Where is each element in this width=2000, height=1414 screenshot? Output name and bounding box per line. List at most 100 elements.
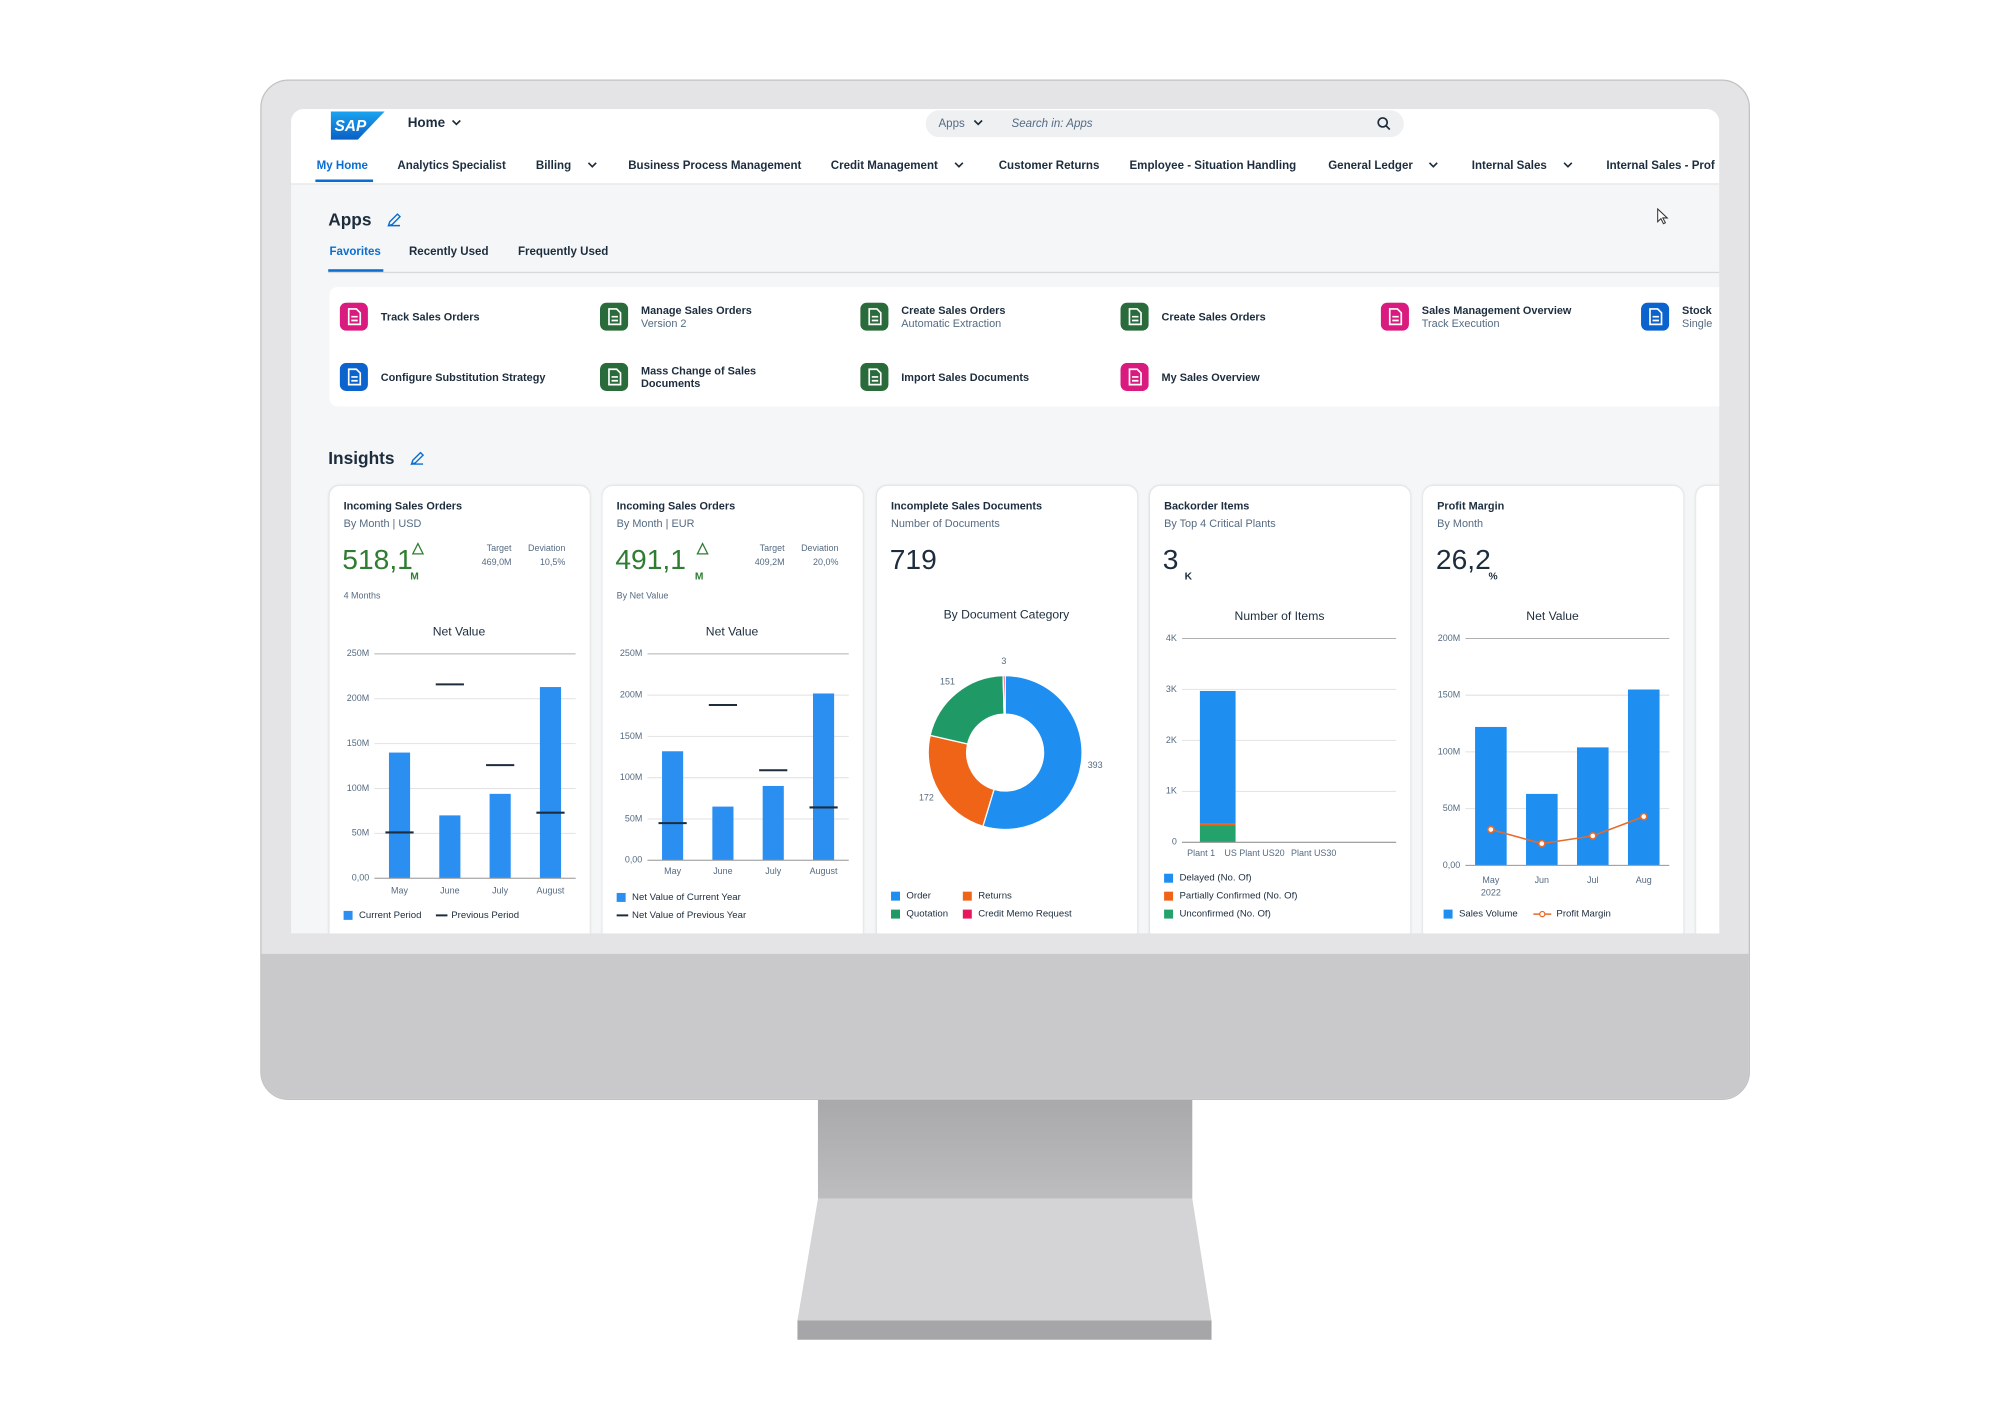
line: [1490, 815, 1645, 845]
apps-tab[interactable]: Favorites: [329, 244, 381, 258]
nav-tab[interactable]: Customer Returns: [999, 156, 1100, 174]
insight-card[interactable]: Incomplete Sales Documents Number of Docu…: [876, 485, 1138, 934]
app-title: My Sales Overview: [1161, 370, 1260, 384]
x-tick-label: July: [492, 885, 508, 895]
nav-tab[interactable]: Credit Management: [831, 156, 964, 174]
nav-tab[interactable]: Business Process Management: [628, 156, 801, 174]
bar: [1475, 726, 1507, 866]
bar: [539, 687, 562, 879]
edit-icon[interactable]: [387, 213, 401, 227]
y-tick-label: 2K: [1166, 735, 1177, 745]
card-title: Incoming Sales Orders: [617, 500, 735, 512]
app-tile[interactable]: Create Sales Orders: [1120, 302, 1365, 331]
apps-title: Apps: [328, 210, 372, 230]
deviation-label: Deviation: [801, 543, 838, 553]
home-menu[interactable]: Home: [408, 114, 462, 132]
nav-tab[interactable]: Internal Sales: [1472, 156, 1573, 174]
insight-card[interactable]: Backorder Items By Top 4 Critical Plants 3…: [1149, 485, 1411, 934]
legend-swatch: [1164, 909, 1174, 919]
bar: [439, 815, 461, 879]
app-text: Configure Substitution Strategy: [381, 363, 550, 391]
nav-tab[interactable]: Internal Sales - Prof: [1606, 156, 1714, 174]
line-point: [1588, 832, 1597, 840]
y-tick-label: 250M: [620, 648, 642, 658]
chevron: [1562, 162, 1572, 168]
donut-slice: [982, 674, 1083, 831]
chevron-path: [953, 162, 963, 168]
kpi-value: 719: [890, 543, 937, 575]
nav-tab[interactable]: My Home: [317, 156, 368, 174]
legend-swatch: [962, 909, 972, 919]
y-tick-label: 150M: [620, 731, 642, 741]
tab-label: Internal Sales - Prof: [1606, 158, 1715, 172]
app-tile[interactable]: Create Sales Orders Automatic Extraction: [860, 302, 1104, 331]
kpi-unit: K: [1185, 572, 1193, 583]
legend-swatch: [1539, 910, 1546, 918]
kpi-unit: %: [1488, 572, 1497, 583]
deviation-value: 10,5%: [540, 557, 565, 567]
card-content: Incomplete Sales Documents Number of Docu…: [890, 500, 1103, 919]
bar: [489, 793, 511, 879]
bar: [388, 752, 411, 879]
line-point: [1639, 812, 1648, 821]
app-text: Manage Sales Orders Version 2: [641, 303, 810, 331]
app-text: Import Sales Documents: [901, 363, 1070, 391]
trend-icon: [696, 542, 709, 555]
app-icon: [599, 302, 629, 331]
nav-tab[interactable]: Analytics Specialist: [397, 156, 505, 174]
donut-slice: [1002, 674, 1006, 715]
x-tick-label: May 2022: [1481, 875, 1501, 898]
app-icon: [1120, 362, 1149, 392]
nav-tab[interactable]: Billing: [536, 156, 597, 174]
app-text: My Sales Overview: [1162, 363, 1331, 391]
app-tile[interactable]: Sales Management Overview Track Execution: [1380, 302, 1625, 331]
app-tile[interactable]: Manage Sales Orders Version 2: [599, 302, 844, 331]
apps-tab[interactable]: Recently Used: [408, 244, 489, 258]
edit-icon[interactable]: [410, 451, 424, 466]
app-tile[interactable]: Stock Single: [1641, 302, 1719, 331]
card-content: Incoming Sales Orders By Month | USD 518,1…: [342, 500, 576, 921]
insight-card[interactable]: Profit Margin By Month 26,2% Net Value 0,00 5…: [1423, 485, 1684, 934]
y-tick-label: 0,00: [625, 855, 642, 865]
app-icon-glyph: [1388, 308, 1403, 326]
legend-label: Previous Period: [451, 910, 519, 921]
app-icon: [1641, 302, 1670, 331]
y-tick-label: 150M: [1438, 690, 1460, 700]
chart-title: Number of Items: [1235, 609, 1325, 623]
slice-label: 3: [1001, 656, 1006, 666]
trend-icon: [411, 542, 425, 555]
app-tile[interactable]: Import Sales Documents: [860, 362, 1104, 392]
search-bar[interactable]: Apps Search in: Apps: [925, 110, 1404, 138]
chart-title: Net Value: [706, 624, 759, 638]
insight-card-clipped[interactable]: [1696, 485, 1720, 934]
card-content: Backorder Items By Top 4 Critical Plants 3…: [1163, 500, 1397, 920]
active-tab-indicator: [315, 179, 374, 183]
bar: [1576, 747, 1609, 866]
chevron: [973, 119, 983, 126]
card-note: 4 Months: [344, 591, 381, 601]
donut-slice: [927, 734, 995, 828]
nav-tab[interactable]: General Ledger: [1328, 156, 1438, 174]
apps-tab[interactable]: Frequently Used: [517, 244, 609, 258]
x-tick-label: US Plant US20: [1224, 848, 1284, 858]
apps-heading: Apps: [328, 210, 401, 229]
chevron: [953, 162, 963, 168]
app-tile[interactable]: Configure Substitution Strategy: [339, 362, 584, 392]
insight-card[interactable]: Incoming Sales Orders By Month | EUR 491,1…: [602, 485, 863, 934]
search-scope[interactable]: Apps: [938, 116, 983, 130]
search-icon[interactable]: [1377, 117, 1391, 131]
line-point: [1537, 839, 1546, 848]
sap-logo[interactable]: SAP: [330, 111, 385, 140]
scope-label: Apps: [938, 116, 965, 130]
app-text: Create Sales Orders Automatic Extraction: [901, 303, 1070, 331]
insight-card[interactable]: Incoming Sales Orders By Month | USD 518,1…: [329, 485, 590, 934]
app-tile[interactable]: Mass Change of Sales Documents: [599, 362, 844, 392]
card-subtitle: By Month | USD: [344, 518, 422, 530]
x-tick-label: Plant 1: [1187, 848, 1215, 858]
app-icon: [339, 302, 368, 331]
app-tile[interactable]: My Sales Overview: [1120, 362, 1365, 392]
legend-label: Net Value of Current Year: [632, 892, 742, 903]
app-tile[interactable]: Track Sales Orders: [339, 302, 584, 331]
nav-tab[interactable]: Employee - Situation Handling: [1129, 156, 1296, 174]
